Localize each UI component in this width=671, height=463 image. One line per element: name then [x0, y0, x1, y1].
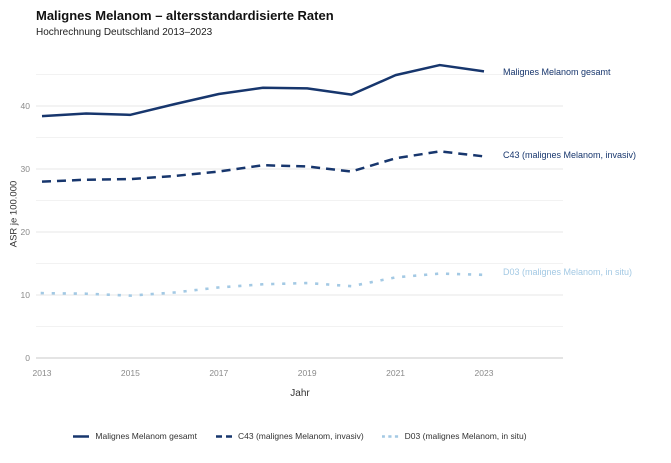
x-axis-title: Jahr	[290, 388, 310, 399]
legend-item-gesamt[interactable]: Malignes Melanom gesamt	[72, 431, 197, 441]
line-series	[41, 63, 485, 118]
x-tick-label: 2021	[386, 368, 406, 378]
y-axis-title: ASR je 100.000	[8, 180, 20, 248]
x-tick-label: 2013	[32, 368, 52, 378]
series-label-c43-invasiv: C43 (malignes Melanom, invasiv)	[503, 150, 637, 160]
series-label-gesamt: Malignes Melanom gesamt	[503, 67, 611, 77]
legend-item-d03-in-situ[interactable]: D03 (malignes Melanom, in situ)	[381, 431, 527, 441]
line-series	[41, 150, 485, 183]
y-tick-label: 10	[20, 290, 30, 300]
series-label-d03-in-situ: D03 (malignes Melanom, in situ)	[503, 267, 633, 277]
legend-item-c43-invasiv[interactable]: C43 (malignes Melanom, invasiv)	[215, 431, 364, 441]
y-tick-label: 30	[20, 164, 30, 174]
legend: Malignes Melanom gesamt C43 (malignes Me…	[36, 431, 563, 441]
legend-swatch-solid-line-icon	[72, 434, 90, 439]
legend-swatch-dotted-line-icon	[381, 434, 400, 439]
x-tick-label: 2015	[120, 368, 140, 378]
x-tick-label: 2023	[474, 368, 494, 378]
legend-label-gesamt: Malignes Melanom gesamt	[95, 431, 197, 441]
y-tick-label: 20	[20, 227, 30, 237]
y-tick-label: 40	[20, 101, 30, 111]
y-tick-label: 0	[25, 353, 30, 363]
legend-label-c43: C43 (malignes Melanom, invasiv)	[238, 431, 364, 441]
chart-title: Malignes Melanom – altersstandardisierte…	[36, 8, 334, 23]
chart-subtitle: Hochrechnung Deutschland 2013–2023	[36, 27, 213, 38]
line-series	[40, 272, 486, 297]
x-tick-label: 2019	[297, 368, 317, 378]
x-tick-label: 2017	[209, 368, 229, 378]
legend-swatch-dashed-line-icon	[215, 434, 233, 439]
legend-label-d03: D03 (malignes Melanom, in situ)	[404, 431, 527, 441]
